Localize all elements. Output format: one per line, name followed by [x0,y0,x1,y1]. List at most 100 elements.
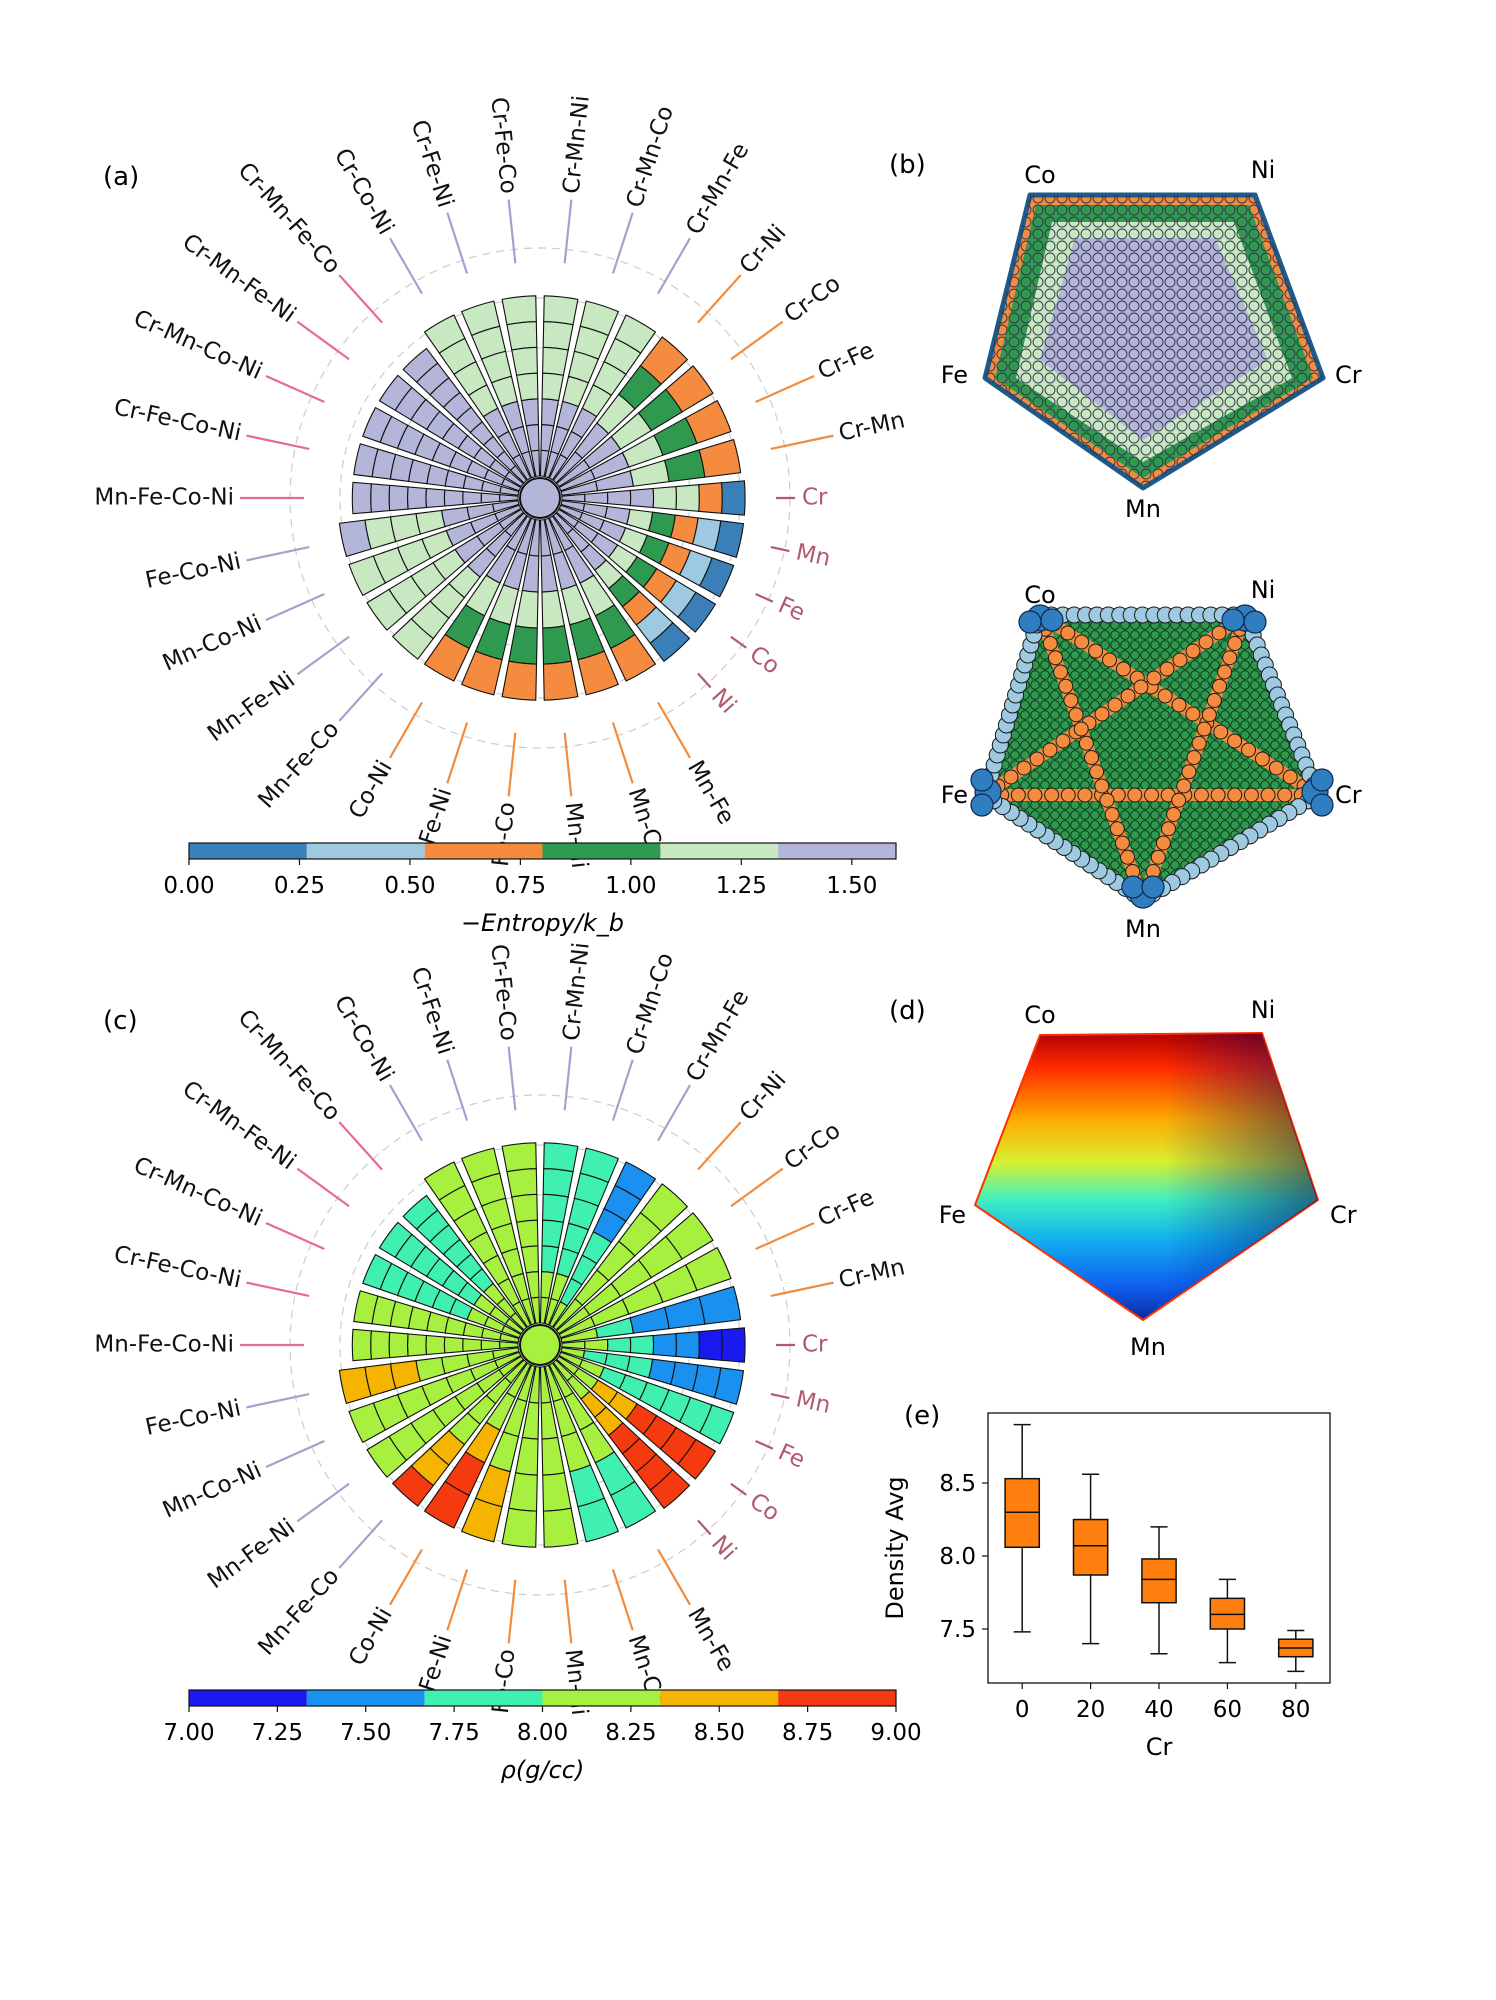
bar-segment-cr-mn-ni-2 [540,1245,560,1274]
bar-segment-cr-mn-3 [663,449,706,483]
spoke-label-cr-mn-fe-co: Cr-Mn-Fe-Co [233,1005,346,1126]
bar-segment-mn-fe-ni-6 [366,588,408,631]
bar-segment-mn-fe-co-ni-1 [480,1339,501,1351]
spoke-line-co [730,1482,747,1496]
spoke-line-cr-co [730,1167,784,1208]
bar-segment-cr-mn-co-ni-8 [362,1253,393,1291]
bar-segment-cr-0 [561,1340,586,1350]
spoke-line-fe-ni [446,722,469,784]
spoke-label-mn-fe: Mn-Fe [682,1603,739,1676]
bar-segment-co-7 [677,591,717,633]
bar-segment-mn-fe-4 [610,633,657,682]
spoke-label-cr-ni: Cr-Ni [735,220,792,279]
spoke-line-co-ni [389,1548,423,1606]
bar-segment-cr-fe-co-6 [501,295,537,326]
pentagon-vertex-labels-top: Co Ni Cr Mn Fe [941,156,1362,523]
spoke-line-ni [697,672,712,689]
ytick-0: 7.5 [939,1617,976,1643]
colorbar-tick-8: 9.00 [870,1720,921,1746]
bar-segment-co-ni-4 [423,633,470,682]
panel-label-e: (e) [904,1401,941,1431]
spoke-line-fe [755,1439,774,1450]
bar-segment-cr-fe-co-2 [520,1245,540,1274]
bar-segment-cr-mn-fe-ni-8 [378,374,413,412]
spoke-label-cr-co: Cr-Co [780,270,846,328]
spoke-line-cr-mn [770,1281,834,1298]
spoke-line-cr-mn-co-ni [265,374,325,404]
bar-segment-co-ni-4 [423,1480,470,1529]
spoke-line-cr-mn-fe-co [338,1121,383,1171]
spoke-label-mn-fe-co: Mn-Fe-Co [253,716,344,813]
spoke-line-fe-co-ni [246,545,310,562]
spoke-line-cr-mn-fe-ni [296,1167,350,1208]
bar-segment-cr-mn-fe-co-8 [402,1194,439,1230]
bar-segment-mn-fe-4 [610,1480,657,1529]
bar-segment-cr-fe-4 [684,1246,732,1292]
spoke-label-ni: Ni [706,1531,741,1566]
spoke-line-fe-co-ni [246,1392,310,1409]
pentagon-density-map [974,1032,1319,1321]
bar-segment-cr-mn-fe-6 [614,314,657,354]
spoke-label-mn-fe-co-ni: Mn-Fe-Co-Ni [94,485,234,511]
panel-label-c: (c) [103,1006,138,1036]
spoke-label-cr-fe-co-ni: Cr-Fe-Co-Ni [112,394,244,446]
spoke-label-fe-ni: Fe-Ni [415,785,458,848]
spoke-label-co-ni: Co-Ni [344,756,398,823]
vertex-label-fe-2: Fe [941,781,968,809]
spoke-line-cr-mn-co [611,212,634,274]
colorbar-density: 7.00 7.25 7.50 7.75 8.00 8.25 8.50 8.75 9.00 ρ(g/… [163,1689,922,1784]
spoke-label-cr-co: Cr-Co [780,1117,846,1175]
colorbar-tick-1: 7.25 [252,1720,303,1746]
bar-segment-fe-co-3 [508,1472,538,1512]
spoke-label-cr-fe: Cr-Fe [814,1184,878,1232]
bar-segment-mn-ni-4 [542,660,579,701]
spoke-line-cr-fe-ni [446,1059,469,1121]
vertex-label-ni: Ni [1251,156,1276,184]
box-20 [1072,1518,1109,1576]
bar-segment-mn-fe-co-ni-0 [499,1341,519,1349]
bar-segment-cr-1 [584,491,609,505]
bar-segment-mn-fe-co-ni-1 [480,492,501,504]
spoke-label-fe-co-ni: Fe-Co-Ni [143,548,243,594]
colorbar-tick-3: 0.75 [495,873,546,899]
bar-segment-ni-7 [649,1468,691,1510]
bar-segment-cr-ni-4 [639,1183,689,1233]
spoke-label-cr-mn-ni: Cr-Mn-Ni [559,941,595,1042]
xtick-40: 40 [1144,1697,1173,1723]
spoke-label-fe: Fe [774,592,808,626]
colorbar-swatch-5 [778,1690,896,1706]
spoke-line-cr-fe-co [507,1046,517,1111]
bar-segment-fe-co-3 [508,625,538,665]
y-axis-label: Density Avg [881,1476,909,1619]
bar-segment-cr-mn-co-6 [579,1147,620,1184]
spoke-label-cr-co-ni: Cr-Co-Ni [329,991,399,1086]
spoke-line-cr-mn-fe-ni [296,320,350,361]
bar-segment-cr-fe-co-6 [501,1142,537,1173]
spoke-line-cr-mn-ni [563,1046,573,1111]
spoke-line-cr-mn-fe [657,237,691,295]
spoke-label-mn-fe: Mn-Fe [682,756,739,829]
panel-label-a: (a) [103,162,140,192]
spoke-line-fe-co [507,1579,517,1644]
bar-segment-ni-7 [649,621,691,663]
spoke-label-cr-mn-fe: Cr-Mn-Fe [681,986,754,1087]
bar-segment-mn-fe-ni-6 [366,1435,408,1478]
xtick-0: 0 [1015,1697,1030,1723]
center-hub [519,477,561,519]
colorbar-tick-0: 0.00 [163,873,214,899]
spoke-label-mn-co-ni: Mn-Co-Ni [159,1457,266,1524]
colorbar-swatch-1 [306,843,425,859]
bar-segment-cr-fe-co-ni-8 [353,1290,379,1325]
spoke-line-ni [697,1519,712,1536]
bar-segment-cr-mn-ni-3 [541,372,565,402]
bar-segment-cr-mn-ni-6 [543,1142,579,1173]
colorbar-tick-3: 7.75 [429,1720,480,1746]
spoke-line-cr-mn-fe-co [338,274,383,324]
spoke-label-fe: Fe [774,1439,808,1473]
spoke-line-co [730,635,747,649]
bar-segment-mn-fe-co-6 [391,618,435,660]
colorbar-swatch-4 [660,843,779,859]
bar-segment-mn-fe-co-ni-4 [425,487,446,509]
